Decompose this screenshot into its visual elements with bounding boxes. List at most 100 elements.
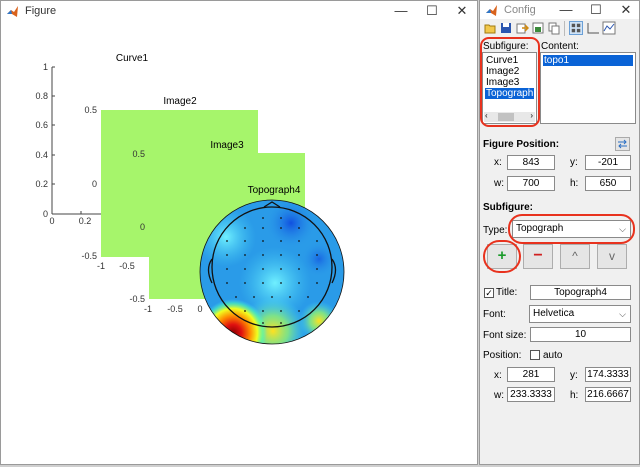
font-select[interactable]: Helvetica ⌵ [529,305,631,323]
swap-icon[interactable] [615,137,630,151]
import-icon[interactable] [515,21,529,35]
content-item-selected[interactable]: topo1 [543,55,633,66]
image3-xtick: -0.5 [167,304,183,314]
subfigure-item[interactable]: Image2 [486,66,520,77]
subfigure-item[interactable]: Curve1 [486,55,519,66]
move-up-button[interactable]: ^ [560,244,590,269]
axes-curve1[interactable]: 1 0.8 0.6 0.4 0.2 0 0 0.2 Curve1 [35,53,148,226]
electrode-dots [226,217,318,324]
config-maximize-button[interactable]: ☐ [590,2,602,17]
chevron-down-icon: ⌵ [619,224,626,234]
pos-y-field[interactable]: 174.3333 [585,367,631,382]
axes-topograph4[interactable]: Topograph4 [191,185,356,367]
pos-x-label: x: [494,370,502,381]
config-close-button[interactable]: ✕ [620,2,632,17]
subfigure-section-label: Subfigure: [483,202,533,213]
image3-xtick: -1 [144,304,152,314]
font-select-value: Helvetica [533,308,575,319]
image3-ytick: 0 [140,222,145,232]
remove-subfigure-button[interactable]: − [523,244,553,269]
curve1-ytick: 0.2 [35,179,48,189]
fig-w-field[interactable]: 700 [507,176,555,191]
scroll-left-icon[interactable]: ‹ [485,111,488,120]
pos-w-label: w: [494,390,504,401]
save-icon[interactable] [499,21,513,35]
close-button[interactable]: ✕ [456,3,468,18]
pos-y-label: y: [570,370,578,381]
figure-titlebar[interactable]: Figure — ☐ ✕ [1,1,477,22]
type-select[interactable]: Topograph ⌵ [512,220,631,238]
config-titlebar[interactable]: Config — ☐ ✕ [480,1,639,19]
image2-title: Image2 [163,96,197,107]
topograph4-title: Topograph4 [248,185,301,196]
minimize-button[interactable]: — [394,3,408,18]
maximize-button[interactable]: ☐ [426,3,438,18]
type-label: Type: [483,225,508,236]
subfigure-list-label: Subfigure: [483,41,529,52]
content-list-label: Content: [541,41,579,52]
title-field[interactable]: Topograph4 [530,285,631,300]
auto-checkbox[interactable] [530,350,540,360]
pos-h-field[interactable]: 216.6667 [585,387,631,402]
new-icon[interactable] [483,21,497,35]
font-size-field[interactable]: 10 [530,327,631,342]
pos-x-field[interactable]: 281 [507,367,555,382]
chevron-down-icon: ⌵ [619,309,626,319]
content-listbox[interactable]: topo1 [540,52,636,124]
grid-layout-icon[interactable] [569,21,583,35]
subfigure-item[interactable]: Image3 [486,77,520,88]
curve1-ytick: 0.4 [35,150,48,160]
image2-ytick: -0.5 [81,251,97,261]
title-label: Title: [496,287,518,298]
config-window-title: Config [504,4,536,16]
move-down-button[interactable]: v [597,244,627,269]
position-label: Position: [483,350,522,361]
fig-h-label: h: [570,178,579,189]
image2-ytick: 0 [92,179,97,189]
image2-xtick: -0.5 [119,261,135,271]
curve1-ytick: 0.6 [35,120,48,130]
config-minimize-button[interactable]: — [559,2,573,17]
figure-window-title: Figure [25,5,57,17]
matlab-icon [486,5,497,16]
plot-icon[interactable] [586,21,600,35]
fig-x-field[interactable]: 843 [507,155,555,170]
toolbar-separator [564,21,565,36]
fig-h-field[interactable]: 650 [585,176,631,191]
figure-position-label: Figure Position: [483,139,560,150]
fig-y-field[interactable]: -201 [585,155,631,170]
pos-w-field[interactable]: 233.3333 [507,387,555,402]
pos-h-label: h: [570,390,579,401]
figure-canvas[interactable]: 1 0.8 0.6 0.4 0.2 0 0 0.2 Curve1 0.5 [1,23,477,464]
config-window: Config — ☐ ✕ Subfigure: Curve1 Image2 Im… [479,0,640,465]
curve1-title: Curve1 [116,53,149,64]
subfigure-hscrollbar[interactable]: ‹ › [484,111,535,122]
title-checkbox[interactable]: ✓ [484,288,494,298]
curve1-ytick: 0.8 [35,91,48,101]
type-select-value: Topograph [516,223,564,234]
scroll-thumb[interactable] [498,113,514,121]
copy-icon[interactable] [547,21,561,35]
fig-x-label: x: [494,157,502,168]
figure-window: Figure — ☐ ✕ [0,0,478,465]
topograph-map [200,200,344,344]
export-icon[interactable] [531,21,545,35]
head-outline [199,199,345,345]
font-size-label: Font size: [483,330,527,341]
image2-ytick: 0.5 [84,105,97,115]
subfigure-listbox[interactable]: Curve1 Image2 Image3 Topograph ‹ › [482,52,537,124]
matlab-icon [7,6,18,17]
scroll-right-icon[interactable]: › [530,111,533,120]
fig-w-label: w: [494,178,504,189]
add-subfigure-button[interactable]: + [487,244,517,269]
curve1-ytick: 0 [43,209,48,219]
curve-icon[interactable] [602,21,616,35]
fig-y-label: y: [570,157,578,168]
image3-xtick: 0 [197,304,202,314]
config-toolbar [480,19,640,38]
image3-ytick: 0.5 [132,149,145,159]
subfigure-item-selected[interactable]: Topograph [485,88,534,99]
font-label: Font: [483,309,506,320]
figure-plot-svg: 1 0.8 0.6 0.4 0.2 0 0 0.2 Curve1 0.5 [35,53,356,367]
image3-title: Image3 [210,140,244,151]
